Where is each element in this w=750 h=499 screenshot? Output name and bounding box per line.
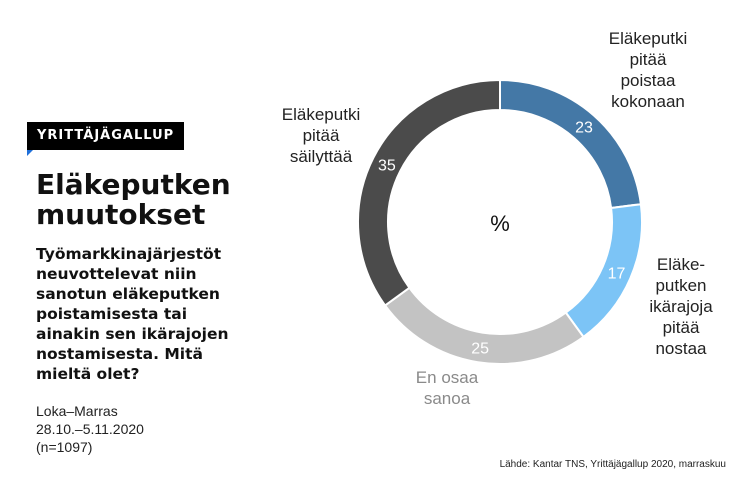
donut-slice: [357, 78, 501, 307]
source-note: Lähde: Kantar TNS, Yrittäjägallup 2020, …: [499, 459, 726, 470]
survey-period: Loka–Marras: [36, 403, 118, 419]
slice-category-label: Eläkeputki pitää poistaa kokonaan: [609, 29, 687, 111]
slice-category-label: Eläkeputki pitää säilyttää: [282, 105, 360, 166]
chart-title: Eläkeputken muutokset: [36, 168, 231, 231]
slice-category-label: En osaa sanoa: [416, 368, 479, 408]
donut-slice: [564, 203, 643, 339]
donut-center-label: %: [490, 211, 510, 236]
slice-value-label: 23: [575, 120, 593, 137]
survey-dates: 28.10.–5.11.2020: [36, 421, 144, 437]
survey-badge: YRITTÄJÄGALLUP: [27, 122, 185, 150]
slice-value-label: 17: [608, 265, 626, 282]
survey-meta: Loka–Marras 28.10.–5.11.2020 (n=1097): [36, 402, 236, 456]
slice-value-label: 35: [378, 157, 396, 174]
survey-question: Työmarkkinajärjestöt neuvottelevat niin …: [36, 245, 229, 383]
badge-accent: [27, 150, 33, 156]
survey-sample: (n=1097): [36, 439, 93, 455]
slice-value-label: 25: [471, 340, 489, 357]
slice-category-label: Eläke-putken ikärajoja pitää nostaa: [649, 255, 713, 358]
